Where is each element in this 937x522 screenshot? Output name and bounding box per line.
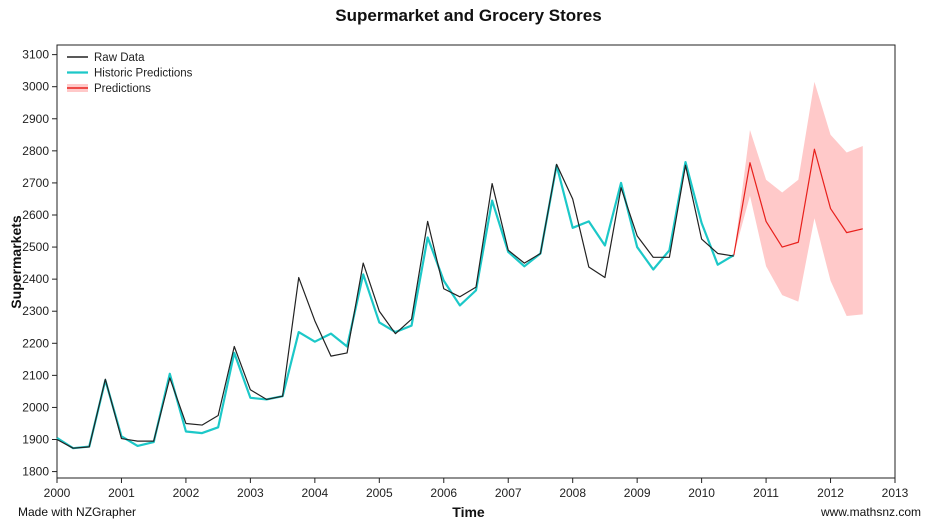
series-line-historic-predictions — [56, 160, 735, 450]
prediction-band-layer — [733, 81, 863, 317]
plot-frame — [56, 44, 896, 479]
x-tick-label: 2009 — [624, 486, 651, 500]
legend-entry: Predictions — [94, 83, 151, 95]
x-tick-label: 2013 — [882, 486, 909, 500]
y-tick-label: 1800 — [22, 465, 49, 479]
y-tick-label: 2200 — [22, 336, 49, 350]
x-tick-label: 2005 — [366, 486, 393, 500]
x-tick-label: 2003 — [237, 486, 264, 500]
y-tick-label: 2500 — [22, 240, 49, 254]
footer-website: www.mathsnz.com — [820, 505, 921, 519]
y-tick-label: 2800 — [22, 144, 49, 158]
legend-entry: Raw Data — [94, 52, 145, 64]
prediction-interval-band — [733, 81, 863, 317]
y-tick-label: 3100 — [22, 48, 49, 62]
y-tick-label: 2600 — [22, 208, 49, 222]
x-axis-label: Time — [452, 504, 485, 520]
x-tick-label: 2001 — [108, 486, 135, 500]
x-tick-label: 2008 — [559, 486, 586, 500]
legend-entry: Historic Predictions — [94, 68, 193, 80]
y-tick-label: 2900 — [22, 112, 49, 126]
series-lines-layer — [56, 148, 863, 450]
y-tick-label: 2000 — [22, 400, 49, 414]
footer-credit: Made with NZGrapher — [18, 505, 137, 519]
series-line-raw-data — [56, 163, 734, 449]
x-tick-label: 2010 — [688, 486, 715, 500]
x-tick-label: 2004 — [301, 486, 328, 500]
x-tick-label: 2000 — [44, 486, 71, 500]
chart-title: Supermarket and Grocery Stores — [335, 6, 602, 25]
y-tick-label: 2400 — [22, 272, 49, 286]
y-tick-label: 2300 — [22, 304, 49, 318]
y-tick-label: 1900 — [22, 433, 49, 447]
x-tick-label: 2007 — [495, 486, 522, 500]
x-tick-label: 2002 — [173, 486, 200, 500]
y-axis-label: Supermarkets — [8, 215, 24, 309]
series-line-predictions — [733, 148, 863, 256]
y-tick-label: 2100 — [22, 368, 49, 382]
x-tick-label: 2011 — [753, 486, 779, 500]
x-tick-label: 2012 — [817, 486, 844, 500]
legend: Raw Data Historic Predictions Predictions — [67, 52, 193, 95]
x-tick-label: 2006 — [430, 486, 457, 500]
y-tick-label: 3000 — [22, 80, 49, 94]
y-tick-label: 2700 — [22, 176, 49, 190]
axes-layer: 1800 1900 2000 2100 2200 2300 2400 2500 2600 2700… — [22, 44, 909, 500]
